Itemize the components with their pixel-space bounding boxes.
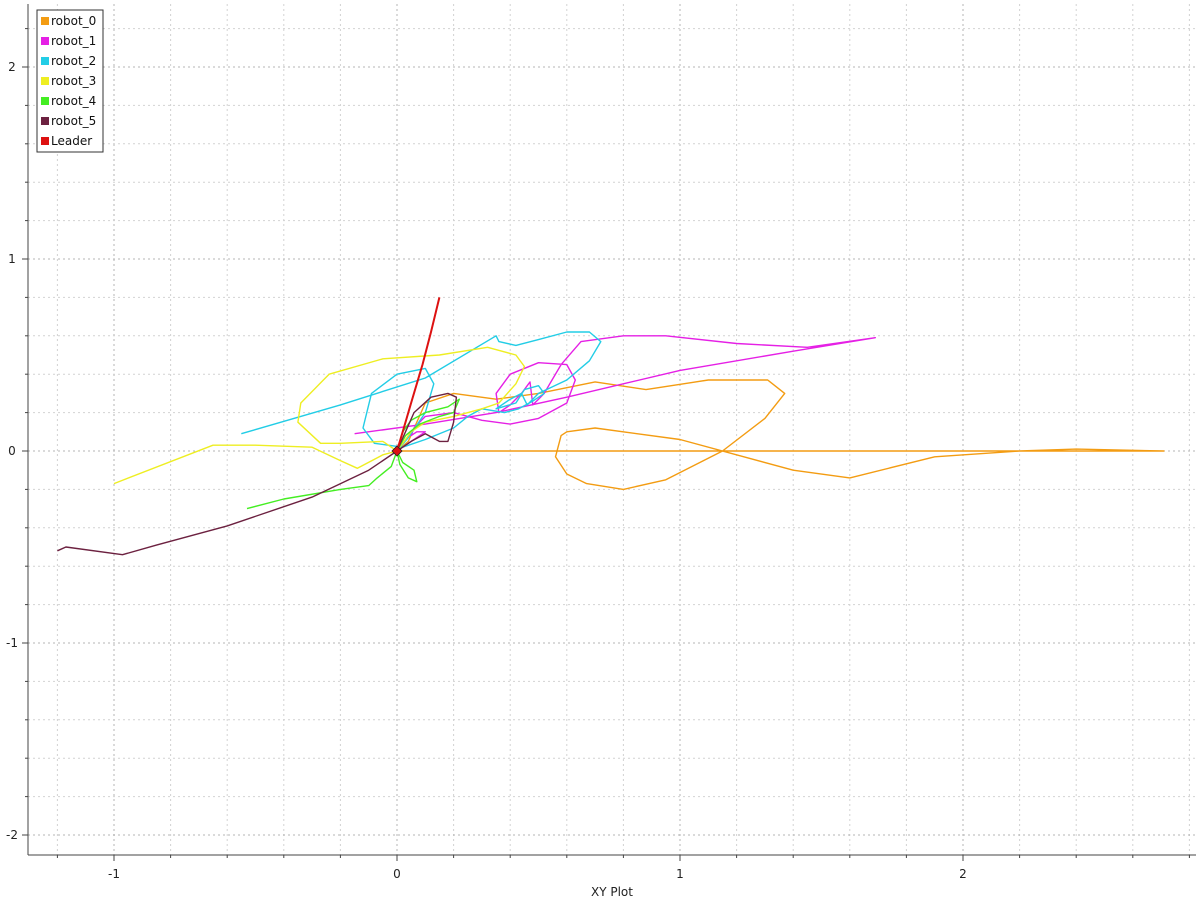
legend-label-leader[interactable]: Leader bbox=[51, 134, 92, 148]
legend-swatch-robot-4 bbox=[41, 97, 49, 105]
x-tick-label: 0 bbox=[393, 867, 401, 881]
legend-swatch-robot-3 bbox=[41, 77, 49, 85]
x-axis-title: XY Plot bbox=[591, 885, 633, 899]
grid bbox=[28, 4, 1196, 855]
legend-swatch-robot-2 bbox=[41, 57, 49, 65]
legend-swatch-robot-1 bbox=[41, 37, 49, 45]
legend-label-robot-0[interactable]: robot_0 bbox=[51, 14, 96, 28]
x-tick-label: 2 bbox=[959, 867, 967, 881]
series-line-leader bbox=[396, 297, 441, 452]
legend-swatch-robot-0 bbox=[41, 17, 49, 25]
axes bbox=[27, 4, 1196, 856]
series-line-robot-3 bbox=[113, 346, 526, 485]
y-tick-label: -1 bbox=[6, 636, 18, 650]
x-tick-label: -1 bbox=[108, 867, 120, 881]
legend-label-robot-5[interactable]: robot_5 bbox=[51, 114, 96, 128]
y-tick-label: 2 bbox=[8, 60, 16, 74]
legend-label-robot-2[interactable]: robot_2 bbox=[51, 54, 96, 68]
series-line-robot-5 bbox=[57, 392, 458, 556]
series bbox=[57, 297, 1165, 556]
series-line-robot-4 bbox=[246, 398, 460, 510]
legend-label-robot-4[interactable]: robot_4 bbox=[51, 94, 96, 108]
x-tick-label: 1 bbox=[676, 867, 684, 881]
leader-position-marker bbox=[391, 445, 403, 457]
legend[interactable]: robot_0 robot_1 robot_2 robot_3 robot_4robot… bbox=[36, 9, 104, 153]
markers bbox=[391, 445, 403, 457]
legend-label-robot-3[interactable]: robot_3 bbox=[51, 74, 96, 88]
y-tick-label: -2 bbox=[6, 828, 18, 842]
y-tick-label: 1 bbox=[8, 252, 16, 266]
y-tick-label: 0 bbox=[8, 444, 16, 458]
legend-swatch-leader bbox=[41, 137, 49, 145]
series-line-robot-0 bbox=[396, 379, 1165, 491]
legend-label-robot-1[interactable]: robot_1 bbox=[51, 34, 96, 48]
series-line-robot-2 bbox=[241, 331, 602, 452]
ticks: -1 0 1 2 -2 -1 0 1 2 bbox=[6, 28, 1190, 881]
legend-swatch-robot-5 bbox=[41, 117, 49, 125]
